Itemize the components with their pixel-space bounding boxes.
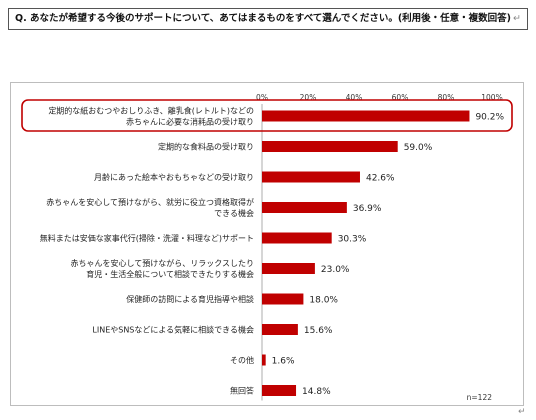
category-label: 月齢にあった絵本やおもちゃなどの受け取り	[94, 172, 254, 182]
category-label: できる機会	[214, 208, 254, 218]
highlight-box	[21, 99, 513, 132]
category-label: 赤ちゃんを安心して預けながら、就労に役立つ資格取得が	[46, 197, 254, 207]
bar	[262, 171, 360, 183]
question-box: Q. あなたが希望する今後のサポートについて、あてはまるものをすべて選んでくださ…	[8, 8, 528, 30]
category-label: 無回答	[230, 386, 254, 396]
bar	[262, 293, 304, 305]
bar	[262, 232, 332, 244]
category-label: 無料または安価な家事代行(掃除・洗濯・料理など)サポート	[40, 233, 254, 243]
x-tick-label: 80%	[438, 93, 455, 102]
data-label: 42.6%	[366, 174, 395, 184]
category-label: LINEやSNSなどによる気軽に相談できる機会	[92, 325, 254, 335]
category-label: 保健師の訪問による育児指導や相談	[126, 294, 254, 304]
data-label: 23.0%	[321, 265, 350, 275]
data-label: 15.6%	[304, 326, 333, 336]
bar	[262, 141, 398, 152]
x-tick-label: 100%	[481, 93, 502, 102]
chart-box	[10, 82, 524, 406]
return-mark: ↵	[518, 407, 526, 417]
category-label: 定期的な食料品の受け取り	[158, 142, 254, 152]
x-tick-label: 20%	[300, 93, 317, 102]
category-label: 赤ちゃんを安心して預けながら、リラックスしたり	[70, 258, 254, 268]
question-text: Q. あなたが希望する今後のサポートについて、あてはまるものをすべて選んでくださ…	[15, 13, 512, 24]
bar	[262, 354, 266, 366]
data-label: 14.8%	[302, 387, 331, 397]
data-label: 90.2%	[475, 113, 504, 123]
bar	[262, 385, 297, 396]
data-label: 36.9%	[353, 204, 382, 214]
bar	[262, 324, 298, 335]
x-tick-label: 0%	[256, 93, 268, 102]
bar	[262, 110, 470, 122]
x-tick-label: 60%	[392, 93, 409, 102]
bar	[262, 263, 315, 274]
sample-size-label: n=122	[467, 393, 493, 402]
data-label: 1.6%	[272, 357, 295, 367]
bar	[262, 202, 347, 213]
data-label: 30.3%	[338, 235, 367, 245]
category-label: 育児・生活全般について相談できたりする機会	[86, 269, 254, 279]
return-mark: ↵	[513, 13, 521, 24]
category-label: 赤ちゃんに必要な消耗品の受け取り	[126, 117, 254, 127]
category-label: その他	[230, 355, 254, 365]
data-label: 59.0%	[404, 143, 433, 153]
data-label: 18.0%	[309, 296, 338, 306]
x-tick-label: 40%	[346, 93, 363, 102]
category-label: 定期的な紙おむつやおしりふき、離乳食(レトルト)などの	[48, 106, 254, 116]
